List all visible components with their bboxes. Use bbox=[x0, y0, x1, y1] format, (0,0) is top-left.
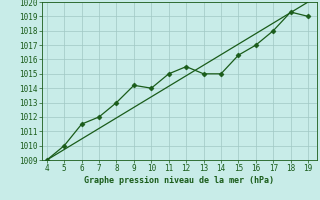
X-axis label: Graphe pression niveau de la mer (hPa): Graphe pression niveau de la mer (hPa) bbox=[84, 176, 274, 185]
